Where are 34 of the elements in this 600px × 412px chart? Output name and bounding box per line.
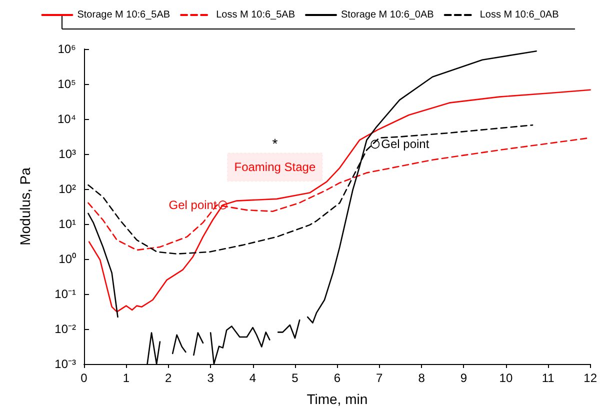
legend-label: Storage M 10:6_5AB xyxy=(77,10,170,20)
x-tick-label: 1 xyxy=(122,371,130,385)
y-axis-title: Modulus, Pa xyxy=(17,167,33,246)
line-series xyxy=(88,89,591,312)
x-tick-label: 0 xyxy=(80,371,88,385)
legend-label: Loss M 10:6_0AB xyxy=(480,10,560,20)
x-axis-title: Time, min xyxy=(306,391,368,407)
annotation: Gel point xyxy=(381,137,430,152)
x-tick-label: 5 xyxy=(292,371,299,385)
x-tick-label: 6 xyxy=(334,371,341,385)
y-tick-label: 10⁻³ xyxy=(54,357,76,371)
y-tick-label: 10³ xyxy=(58,147,76,161)
y-tick-label: 10⁰ xyxy=(58,252,76,266)
legend-label: Storage M 10:6_0AB xyxy=(341,10,434,20)
band-label: Foaming Stage xyxy=(234,160,316,174)
x-tick-label: 8 xyxy=(418,371,426,385)
y-tick-label: 10⁻¹ xyxy=(54,287,76,301)
x-tick-label: 7 xyxy=(376,371,384,385)
annotation: * xyxy=(272,136,278,152)
x-tick-label: 2 xyxy=(165,371,172,385)
x-tick-label: 10 xyxy=(499,371,513,385)
y-tick-label: 10⁴ xyxy=(57,112,76,126)
x-tick-label: 11 xyxy=(542,371,555,385)
annotation: Gel point xyxy=(168,198,218,212)
x-tick-label: 4 xyxy=(249,371,256,385)
y-tick-label: 10¹ xyxy=(58,217,76,231)
y-tick-label: 10⁵ xyxy=(58,77,76,91)
x-tick-label: 3 xyxy=(207,371,214,385)
x-tick-label: 12 xyxy=(584,371,598,385)
x-tick-label: 9 xyxy=(460,371,468,385)
y-tick-label: 10⁶ xyxy=(58,42,76,56)
legend-label: Loss M 10:6_5AB xyxy=(216,10,296,20)
y-tick-label: 10² xyxy=(58,182,76,196)
y-tick-label: 10⁻² xyxy=(54,322,76,336)
